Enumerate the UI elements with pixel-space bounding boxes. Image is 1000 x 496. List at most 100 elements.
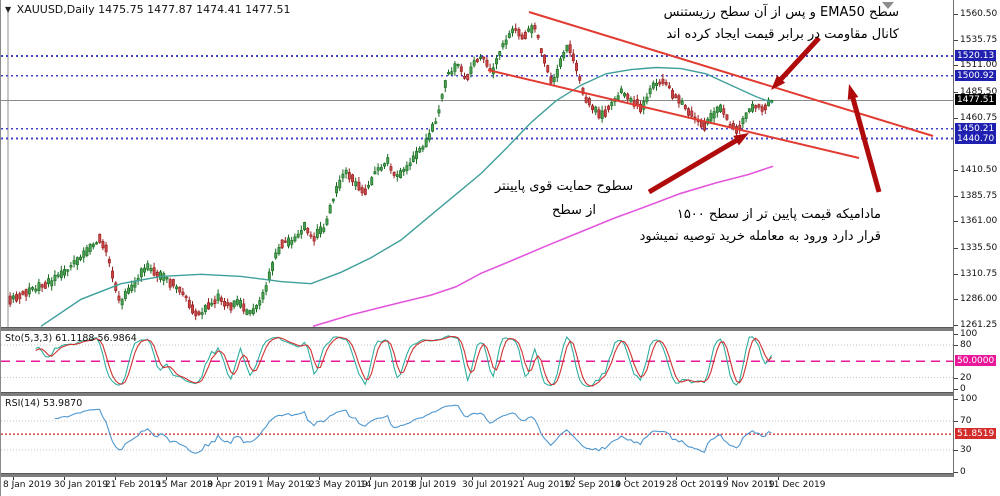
- candle-body: [11, 295, 15, 300]
- candle-body: [178, 286, 182, 293]
- candle-body: [338, 179, 342, 189]
- axis-tick-label: 1535.75: [960, 34, 998, 45]
- axis-tick-mark: [954, 388, 958, 390]
- candle-body: [207, 302, 210, 310]
- axis-tick-mark: [954, 169, 958, 171]
- candle-body: [347, 172, 351, 180]
- candle-body: [405, 165, 409, 171]
- candle-body: [315, 228, 319, 238]
- candle-body: [149, 268, 153, 272]
- date-tick-mark: [421, 477, 422, 480]
- rsi-panel[interactable]: RSI(14) 53.9870: [1, 396, 953, 473]
- annotation-arrow[interactable]: [771, 36, 821, 90]
- candle-body: [482, 56, 486, 60]
- candle-body: [642, 101, 646, 110]
- candle-body: [21, 291, 25, 295]
- axis-tick-label: 1335.50: [960, 242, 998, 253]
- arrow-shaft: [777, 36, 821, 83]
- annotation-line: قرار دارد ورود به معامله خرید توصیه نمیش…: [639, 229, 881, 244]
- candle-body: [427, 133, 431, 141]
- date-tick-label: 4 Oct 2019: [615, 480, 665, 490]
- candle-body: [104, 244, 108, 253]
- candle-body: [645, 96, 649, 102]
- candle-body: [434, 121, 438, 124]
- candle-body: [82, 250, 86, 258]
- annotation-advice-note[interactable]: مادامیکه قیمت پایین تر از سطح ۱۵۰۰ قرار …: [640, 204, 881, 248]
- candle-body: [466, 73, 470, 80]
- candle-body: [603, 109, 607, 117]
- candle-body: [27, 287, 31, 295]
- candle-body: [258, 300, 262, 306]
- stochastic-canvas[interactable]: [1, 331, 953, 392]
- annotation-support-note-line1[interactable]: سطوح حمایت قوی پایینتر: [495, 179, 634, 194]
- date-tick-label: 15 Mar 2019: [156, 480, 214, 490]
- candle-body: [383, 163, 386, 167]
- candle-body: [760, 106, 764, 112]
- candle-body: [520, 34, 524, 40]
- stochastic-label: Sto(5,3,3) 61.1188 56.9864: [5, 333, 137, 344]
- annotation-support-note-line2[interactable]: از سطح: [552, 203, 596, 218]
- candle-body: [283, 240, 287, 243]
- candle-body: [744, 112, 748, 119]
- annotation-resistance-note[interactable]: سطح EMA50 و پس از آن سطح رزیستنس کانال م…: [664, 2, 899, 46]
- annotation-arrow[interactable]: [647, 133, 749, 195]
- candle-body: [357, 181, 361, 191]
- candle-body: [504, 39, 508, 45]
- candle-body: [453, 63, 457, 72]
- axis-tick-mark: [954, 334, 958, 335]
- axis-tick-label: 20: [960, 372, 972, 383]
- candle-body: [216, 293, 220, 301]
- candle-body: [591, 105, 595, 111]
- candle-body: [274, 252, 278, 259]
- candle-body: [354, 181, 358, 187]
- candle-body: [162, 273, 166, 281]
- candle-body: [395, 174, 399, 177]
- candle-body: [287, 237, 290, 247]
- candle-body: [306, 228, 310, 234]
- main-chart-panel[interactable]: ▼ XAUUSD,Daily 1475.75 1477.87 1474.41 1…: [1, 0, 953, 327]
- axis-tick-mark: [954, 14, 958, 15]
- candle-body: [408, 162, 412, 166]
- rsi-canvas[interactable]: [1, 396, 953, 473]
- date-tick-label: 8 Jul 2019: [411, 480, 457, 490]
- axis-tick-mark: [954, 420, 958, 422]
- candle-body: [280, 239, 284, 249]
- candle-body: [319, 226, 322, 235]
- candle-body: [40, 284, 44, 288]
- annotation-line: مادامیکه قیمت پایین تر از سطح ۱۵۰۰: [676, 207, 881, 222]
- candle-body: [184, 295, 188, 299]
- date-tick-mark: [64, 477, 65, 480]
- date-axis[interactable]: 8 Jan 2019 30 Jan 2019 21 Feb 2019 15 Mar 2…: [1, 477, 1000, 496]
- price-chart-canvas[interactable]: [1, 0, 953, 327]
- candle-body: [546, 65, 550, 73]
- candle-body: [501, 43, 505, 48]
- candle-body: [536, 35, 540, 39]
- date-tick-label: 21 Feb 2019: [105, 480, 162, 490]
- candle-body: [171, 279, 175, 287]
- candle-body: [79, 256, 83, 261]
- candle-body: [754, 105, 758, 109]
- candle-body: [584, 96, 588, 103]
- annotation-arrow[interactable]: [847, 84, 882, 193]
- candle-body: [370, 177, 374, 185]
- candle-body: [56, 274, 60, 277]
- axis-tick-label: 80: [960, 339, 972, 350]
- candle-body: [594, 106, 598, 113]
- price-axis[interactable]: 1560.50 1535.75 1511.00 1485.50 1460.75 1410.…: [953, 0, 1000, 477]
- candle-body: [226, 302, 230, 306]
- candle-body: [623, 92, 627, 97]
- candle-body: [331, 198, 335, 202]
- panel-separator[interactable]: [1, 392, 1000, 396]
- candle-body: [712, 111, 716, 119]
- date-tick-mark: [523, 477, 524, 480]
- axis-tick-mark: [954, 195, 958, 197]
- candle-body: [223, 301, 226, 307]
- date-tick-label: 14 Jun 2019: [360, 480, 415, 490]
- stochastic-panel[interactable]: Sto(5,3,3) 61.1188 56.9864: [1, 331, 953, 392]
- level-price-badge: 1520.13: [955, 49, 997, 61]
- chart-menu-icon[interactable]: ▼: [5, 5, 12, 14]
- candle-body: [479, 56, 482, 59]
- candle-body: [715, 106, 719, 113]
- panel-separator[interactable]: [1, 473, 1000, 477]
- panel-separator[interactable]: [1, 327, 1000, 331]
